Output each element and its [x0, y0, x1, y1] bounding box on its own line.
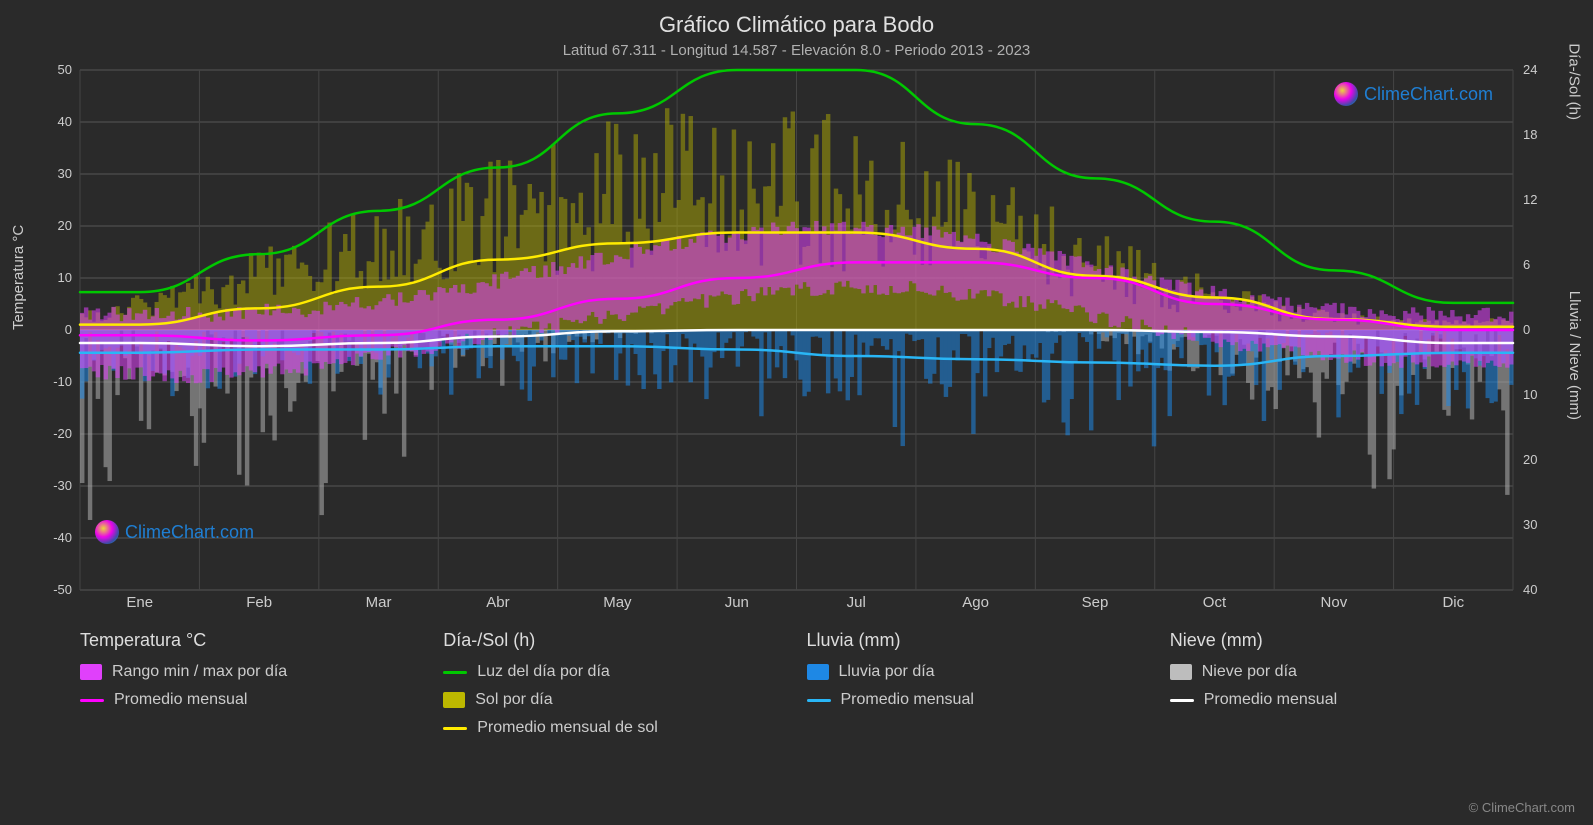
- y-right-top-tick: 0: [1523, 322, 1530, 337]
- y-left-tick: -40: [53, 530, 72, 545]
- x-tick-label: Dic: [1442, 594, 1464, 611]
- x-tick-label: May: [603, 594, 631, 611]
- watermark-text: ClimeChart.com: [125, 522, 254, 543]
- climechart-logo-icon: [1334, 82, 1358, 106]
- chart-subtitle: Latitud 67.311 - Longitud 14.587 - Eleva…: [0, 42, 1593, 59]
- legend-heading-snow: Nieve (mm): [1170, 630, 1513, 651]
- legend-swatch-line: [807, 699, 831, 702]
- y-right-bottom-tick: 30: [1523, 517, 1537, 532]
- x-tick-label: Mar: [366, 594, 392, 611]
- y-left-tick: -20: [53, 426, 72, 441]
- legend-heading-temp: Temperatura °C: [80, 630, 423, 651]
- x-tick-label: Nov: [1321, 594, 1348, 611]
- legend-label: Promedio mensual de sol: [477, 719, 658, 737]
- x-tick-label: Abr: [486, 594, 509, 611]
- watermark-top: ClimeChart.com: [1334, 82, 1493, 106]
- plot-svg: -50-40-30-20-100102030405006121824102030…: [80, 70, 1513, 590]
- x-axis-labels: Ene Feb Mar Abr May Jun Jul Ago Sep Oct Nov Dic: [80, 594, 1513, 618]
- legend-label: Promedio mensual: [1204, 691, 1337, 709]
- watermark-text: ClimeChart.com: [1364, 84, 1493, 105]
- legend-heading-day: Día-/Sol (h): [443, 630, 786, 651]
- plot-area: -50-40-30-20-100102030405006121824102030…: [80, 70, 1513, 590]
- x-tick-label: Jul: [847, 594, 866, 611]
- y-left-tick: 20: [58, 218, 72, 233]
- y-right-top-tick: 24: [1523, 62, 1537, 77]
- legend-col-day: Día-/Sol (h) Luz del día por día Sol por …: [443, 630, 786, 747]
- y-axis-left-title: Temperatura °C: [10, 225, 27, 330]
- y-right-top-tick: 18: [1523, 127, 1537, 142]
- legend-item-day: Promedio mensual de sol: [443, 719, 786, 737]
- legend-col-snow: Nieve (mm) Nieve por día Promedio mensual: [1170, 630, 1513, 747]
- y-right-top-ticks: 0 6 12 18 24: [1523, 62, 1537, 337]
- legend-swatch-line: [80, 699, 104, 702]
- legend-label: Luz del día por día: [477, 663, 610, 681]
- x-tick-label: Feb: [246, 594, 272, 611]
- x-tick-label: Oct: [1203, 594, 1226, 611]
- legend-swatch-block: [80, 664, 102, 680]
- y-right-bottom-ticks: 10 20 30 40: [1523, 387, 1537, 597]
- legend-label: Nieve por día: [1202, 663, 1297, 681]
- y-right-top-tick: 6: [1523, 257, 1530, 272]
- legend-swatch-block: [443, 692, 465, 708]
- legend-label: Promedio mensual: [114, 691, 247, 709]
- legend-label: Sol por día: [475, 691, 552, 709]
- legend-col-rain: Lluvia (mm) Lluvia por día Promedio mensu…: [807, 630, 1150, 747]
- legend-item-day: Sol por día: [443, 691, 786, 709]
- y-left-tick: -30: [53, 478, 72, 493]
- y-right-bottom-tick: 10: [1523, 387, 1537, 402]
- legend-heading-rain: Lluvia (mm): [807, 630, 1150, 651]
- chart-title: Gráfico Climático para Bodo: [0, 12, 1593, 38]
- legend-item-day: Luz del día por día: [443, 663, 786, 681]
- x-tick-label: Ago: [962, 594, 989, 611]
- x-tick-label: Ene: [126, 594, 153, 611]
- y-right-bottom-tick: 40: [1523, 582, 1537, 597]
- legend: Temperatura °C Rango min / max por día Pr…: [80, 630, 1513, 747]
- legend-item-snow: Nieve por día: [1170, 663, 1513, 681]
- legend-swatch-line: [443, 671, 467, 674]
- y-right-top-tick: 12: [1523, 192, 1537, 207]
- x-tick-label: Jun: [725, 594, 749, 611]
- y-left-tick: 10: [58, 270, 72, 285]
- legend-label: Lluvia por día: [839, 663, 935, 681]
- legend-swatch-block: [807, 664, 829, 680]
- climechart-logo-icon: [95, 520, 119, 544]
- y-right-bottom-tick: 20: [1523, 452, 1537, 467]
- y-axis-right-title-daysun: Día-/Sol (h): [1566, 43, 1583, 120]
- legend-swatch-line: [443, 727, 467, 730]
- legend-label: Rango min / max por día: [112, 663, 287, 681]
- legend-item-rain: Lluvia por día: [807, 663, 1150, 681]
- legend-label: Promedio mensual: [841, 691, 974, 709]
- legend-item-rain: Promedio mensual: [807, 691, 1150, 709]
- y-left-tick: 30: [58, 166, 72, 181]
- credit-text: © ClimeChart.com: [1469, 800, 1575, 815]
- climate-chart-root: Gráfico Climático para Bodo Latitud 67.3…: [0, 0, 1593, 825]
- legend-swatch-line: [1170, 699, 1194, 702]
- watermark-bottom: ClimeChart.com: [95, 520, 254, 544]
- y-left-tick: -10: [53, 374, 72, 389]
- legend-item-temp: Promedio mensual: [80, 691, 423, 709]
- legend-col-temp: Temperatura °C Rango min / max por día Pr…: [80, 630, 423, 747]
- y-left-tick: 0: [65, 322, 72, 337]
- legend-item-snow: Promedio mensual: [1170, 691, 1513, 709]
- y-axis-right-title-precip: Lluvia / Nieve (mm): [1566, 291, 1583, 420]
- legend-item-temp: Rango min / max por día: [80, 663, 423, 681]
- y-left-tick: 50: [58, 62, 72, 77]
- y-left-ticks: -50 -40 -30 -20 -10 0 10 20 30 40 50: [53, 62, 72, 597]
- y-left-tick: 40: [58, 114, 72, 129]
- x-tick-label: Sep: [1082, 594, 1109, 611]
- legend-swatch-block: [1170, 664, 1192, 680]
- y-left-tick: -50: [53, 582, 72, 597]
